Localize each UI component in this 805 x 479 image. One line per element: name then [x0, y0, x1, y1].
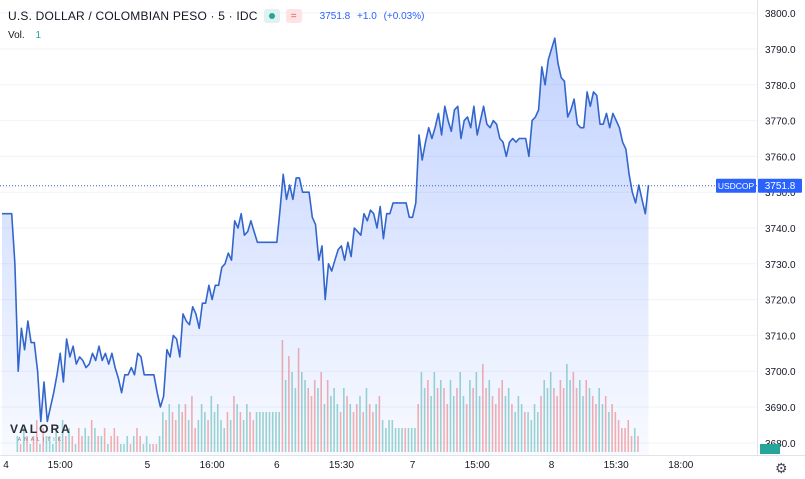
y-tick-label: 3760.0: [765, 152, 796, 163]
x-tick-label: 16:00: [200, 460, 225, 471]
x-tick-label: 15:30: [604, 460, 629, 471]
y-tick-label: 3690.0: [765, 403, 796, 414]
price-tag-bg: [758, 178, 802, 193]
y-tick-label: 3740.0: [765, 224, 796, 235]
last-price: 3751.8: [319, 10, 351, 22]
y-tick-label: 3720.0: [765, 296, 796, 307]
x-tick-label: 18:00: [668, 460, 693, 471]
equals-icon[interactable]: =: [285, 9, 302, 23]
x-tick-label: 15:00: [48, 460, 73, 471]
status-dot-icon[interactable]: [263, 9, 280, 23]
x-tick-label: 8: [549, 460, 555, 471]
volume-label[interactable]: Vol.: [8, 30, 25, 41]
y-tick-label: 3750.0: [765, 188, 796, 199]
y-tick-label: 3680.0: [765, 439, 796, 450]
gear-icon[interactable]: ⚙: [775, 460, 788, 476]
x-tick-label: 4: [3, 460, 9, 471]
ticker-tag-bg: [716, 178, 756, 193]
price-change: +1.0: [357, 10, 377, 22]
watermark-logo: VALORA ANALITIK: [10, 422, 72, 443]
symbol-title[interactable]: U.S. DOLLAR / COLOMBIAN PESO · 5 · IDC: [8, 9, 258, 23]
price-line: [2, 37, 650, 423]
price-change-pct: (+0.03%): [383, 10, 425, 22]
ticker-tag: USDCOP: [718, 181, 755, 191]
y-tick-label: 3730.0: [765, 260, 796, 271]
chart-legend: U.S. DOLLAR / COLOMBIAN PESO · 5 · IDC =…: [8, 9, 428, 23]
x-tick-label: 5: [145, 460, 151, 471]
x-tick-label: 15:30: [329, 460, 354, 471]
x-tick-label: 6: [274, 460, 280, 471]
x-tick-label: 7: [410, 460, 416, 471]
price-tag: 3751.8: [765, 181, 796, 192]
y-tick-label: 3800.0: [765, 9, 796, 20]
y-tick-label: 3790.0: [765, 45, 796, 56]
volume-legend: Vol. 1: [8, 30, 41, 41]
y-tick-label: 3770.0: [765, 117, 796, 128]
volume-axis-tag: [760, 444, 780, 454]
watermark-brand: VALORA: [10, 422, 72, 436]
quote-values: 3751.8 +1.0 (+0.03%): [320, 11, 429, 22]
x-tick-label: 15:00: [465, 460, 490, 471]
watermark-tag: ANALITIK: [17, 437, 64, 443]
price-area: [2, 38, 649, 455]
y-tick-label: 3700.0: [765, 367, 796, 378]
y-tick-label: 3710.0: [765, 331, 796, 342]
volume-value: 1: [35, 30, 42, 41]
y-tick-label: 3780.0: [765, 81, 796, 92]
